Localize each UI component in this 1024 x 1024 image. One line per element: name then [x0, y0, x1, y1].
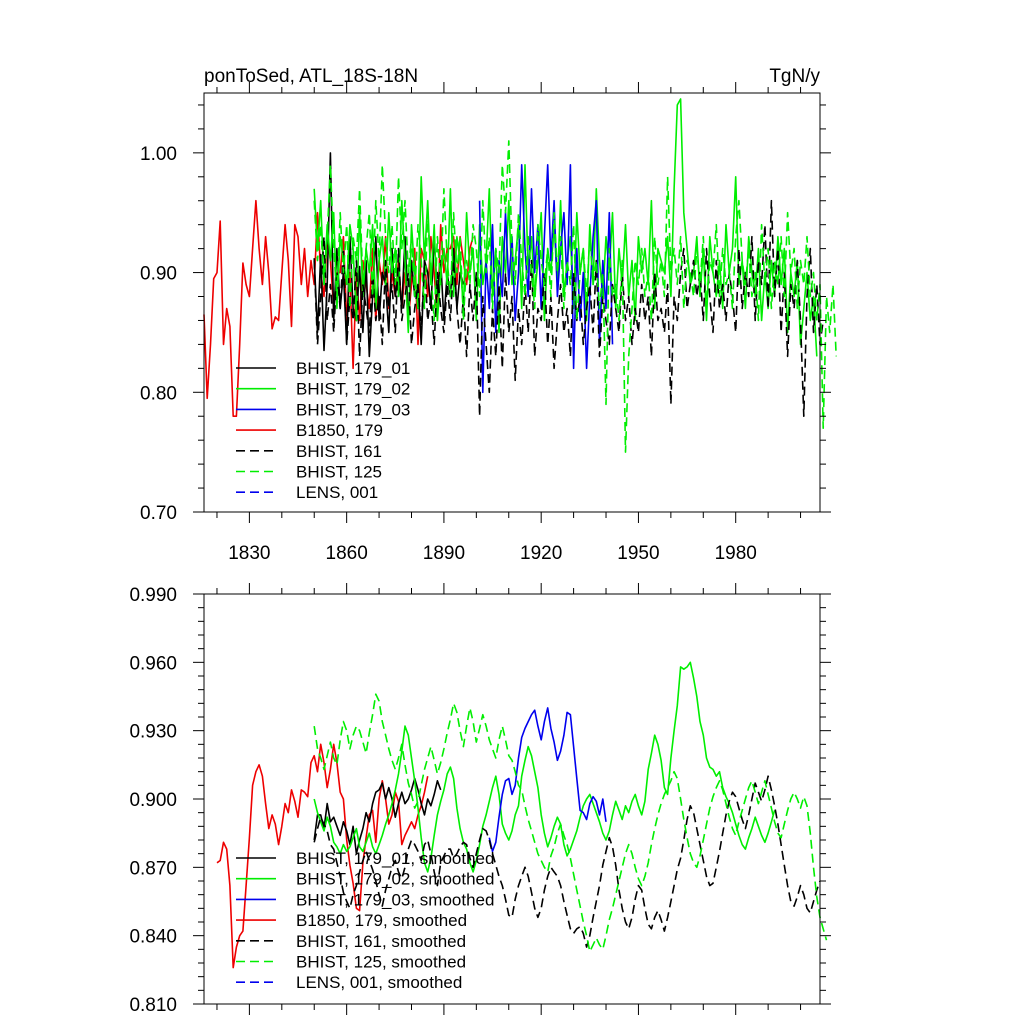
top-x-tick-label: 1980	[715, 543, 757, 564]
top-legend-label: BHIST, 179_01	[296, 359, 410, 378]
bottom-legend-label: LENS, 001, smoothed	[296, 973, 462, 992]
top-y-tick-label: 0.80	[140, 383, 177, 404]
top-x-ticks: 1830 1860 1890 1920 1950 1980	[216, 82, 802, 564]
bottom-legend-label: BHIST, 179_01, smoothed	[296, 849, 494, 868]
bottom-series-bhist-179-02-smoothed	[313, 661, 776, 873]
top-x-tick-label: 1920	[520, 543, 562, 564]
bottom-series-bhist-125-smoothed	[313, 693, 828, 953]
bottom-y-tick-label: 0.810	[129, 995, 177, 1016]
top-series-bhist-125	[313, 140, 837, 453]
top-legend-label: BHIST, 179_03	[296, 400, 410, 419]
top-y-tick-label: 0.90	[140, 264, 177, 285]
bottom-y-tick-label: 0.870	[129, 858, 177, 879]
bottom-panel: 0.810 0.840 0.870 0.900 0.930 0.960 0.990 BHIST…	[129, 583, 831, 1016]
top-legend-label: BHIST, 179_02	[296, 380, 410, 399]
bottom-y-tick-label: 0.900	[129, 790, 177, 811]
bottom-legend-label: B1850, 179, smoothed	[296, 911, 467, 930]
top-legend-label: LENS, 001	[296, 483, 378, 502]
top-series-group	[203, 98, 837, 453]
bottom-legend-label: BHIST, 179_03, smoothed	[296, 890, 494, 909]
bottom-series-b1850-179-smoothed	[216, 743, 429, 969]
bottom-y-tick-label: 0.840	[129, 927, 177, 948]
top-legend-label: B1850, 179	[296, 421, 383, 440]
bottom-legend-label: BHIST, 179_02, smoothed	[296, 870, 494, 889]
top-y-tick-label: 0.70	[140, 503, 177, 524]
bottom-series-bhist-179-03-smoothed	[488, 707, 607, 853]
bottom-y-tick-label: 0.930	[129, 722, 177, 743]
top-plot-frame	[203, 92, 821, 513]
bottom-y-ticks: 0.810 0.840 0.870 0.900 0.930 0.960 0.990	[129, 585, 831, 1016]
top-legend-label: BHIST, 161	[296, 442, 382, 461]
top-x-tick-label: 1950	[617, 543, 659, 564]
top-panel-units: TgN/y	[769, 66, 820, 87]
top-series-bhist-161	[313, 199, 824, 418]
top-y-tick-label: 1.00	[140, 144, 177, 165]
top-panel-title: ponToSed, ATL_18S-18N	[204, 66, 418, 87]
bottom-legend-label: BHIST, 125, smoothed	[296, 953, 466, 972]
top-y-ticks: 0.70 0.80 0.90 1.00	[140, 104, 831, 524]
top-x-tick-label: 1890	[423, 543, 465, 564]
top-panel: ponToSed, ATL_18S-18N TgN/y 1830 1860 1890…	[140, 66, 837, 564]
top-legend-label: BHIST, 125	[296, 463, 382, 482]
bottom-series-group	[216, 661, 828, 969]
bottom-y-tick-label: 0.990	[129, 585, 177, 606]
bottom-legend-label: BHIST, 161, smoothed	[296, 932, 466, 951]
bottom-series-bhist-161-smoothed	[313, 775, 821, 948]
bottom-y-tick-label: 0.960	[129, 653, 177, 674]
top-x-tick-label: 1860	[326, 543, 368, 564]
bottom-x-ticks	[216, 583, 802, 1015]
top-x-tick-label: 1830	[228, 543, 270, 564]
bottom-legend: BHIST, 179_01, smoothed BHIST, 179_02, sm…	[236, 849, 494, 992]
